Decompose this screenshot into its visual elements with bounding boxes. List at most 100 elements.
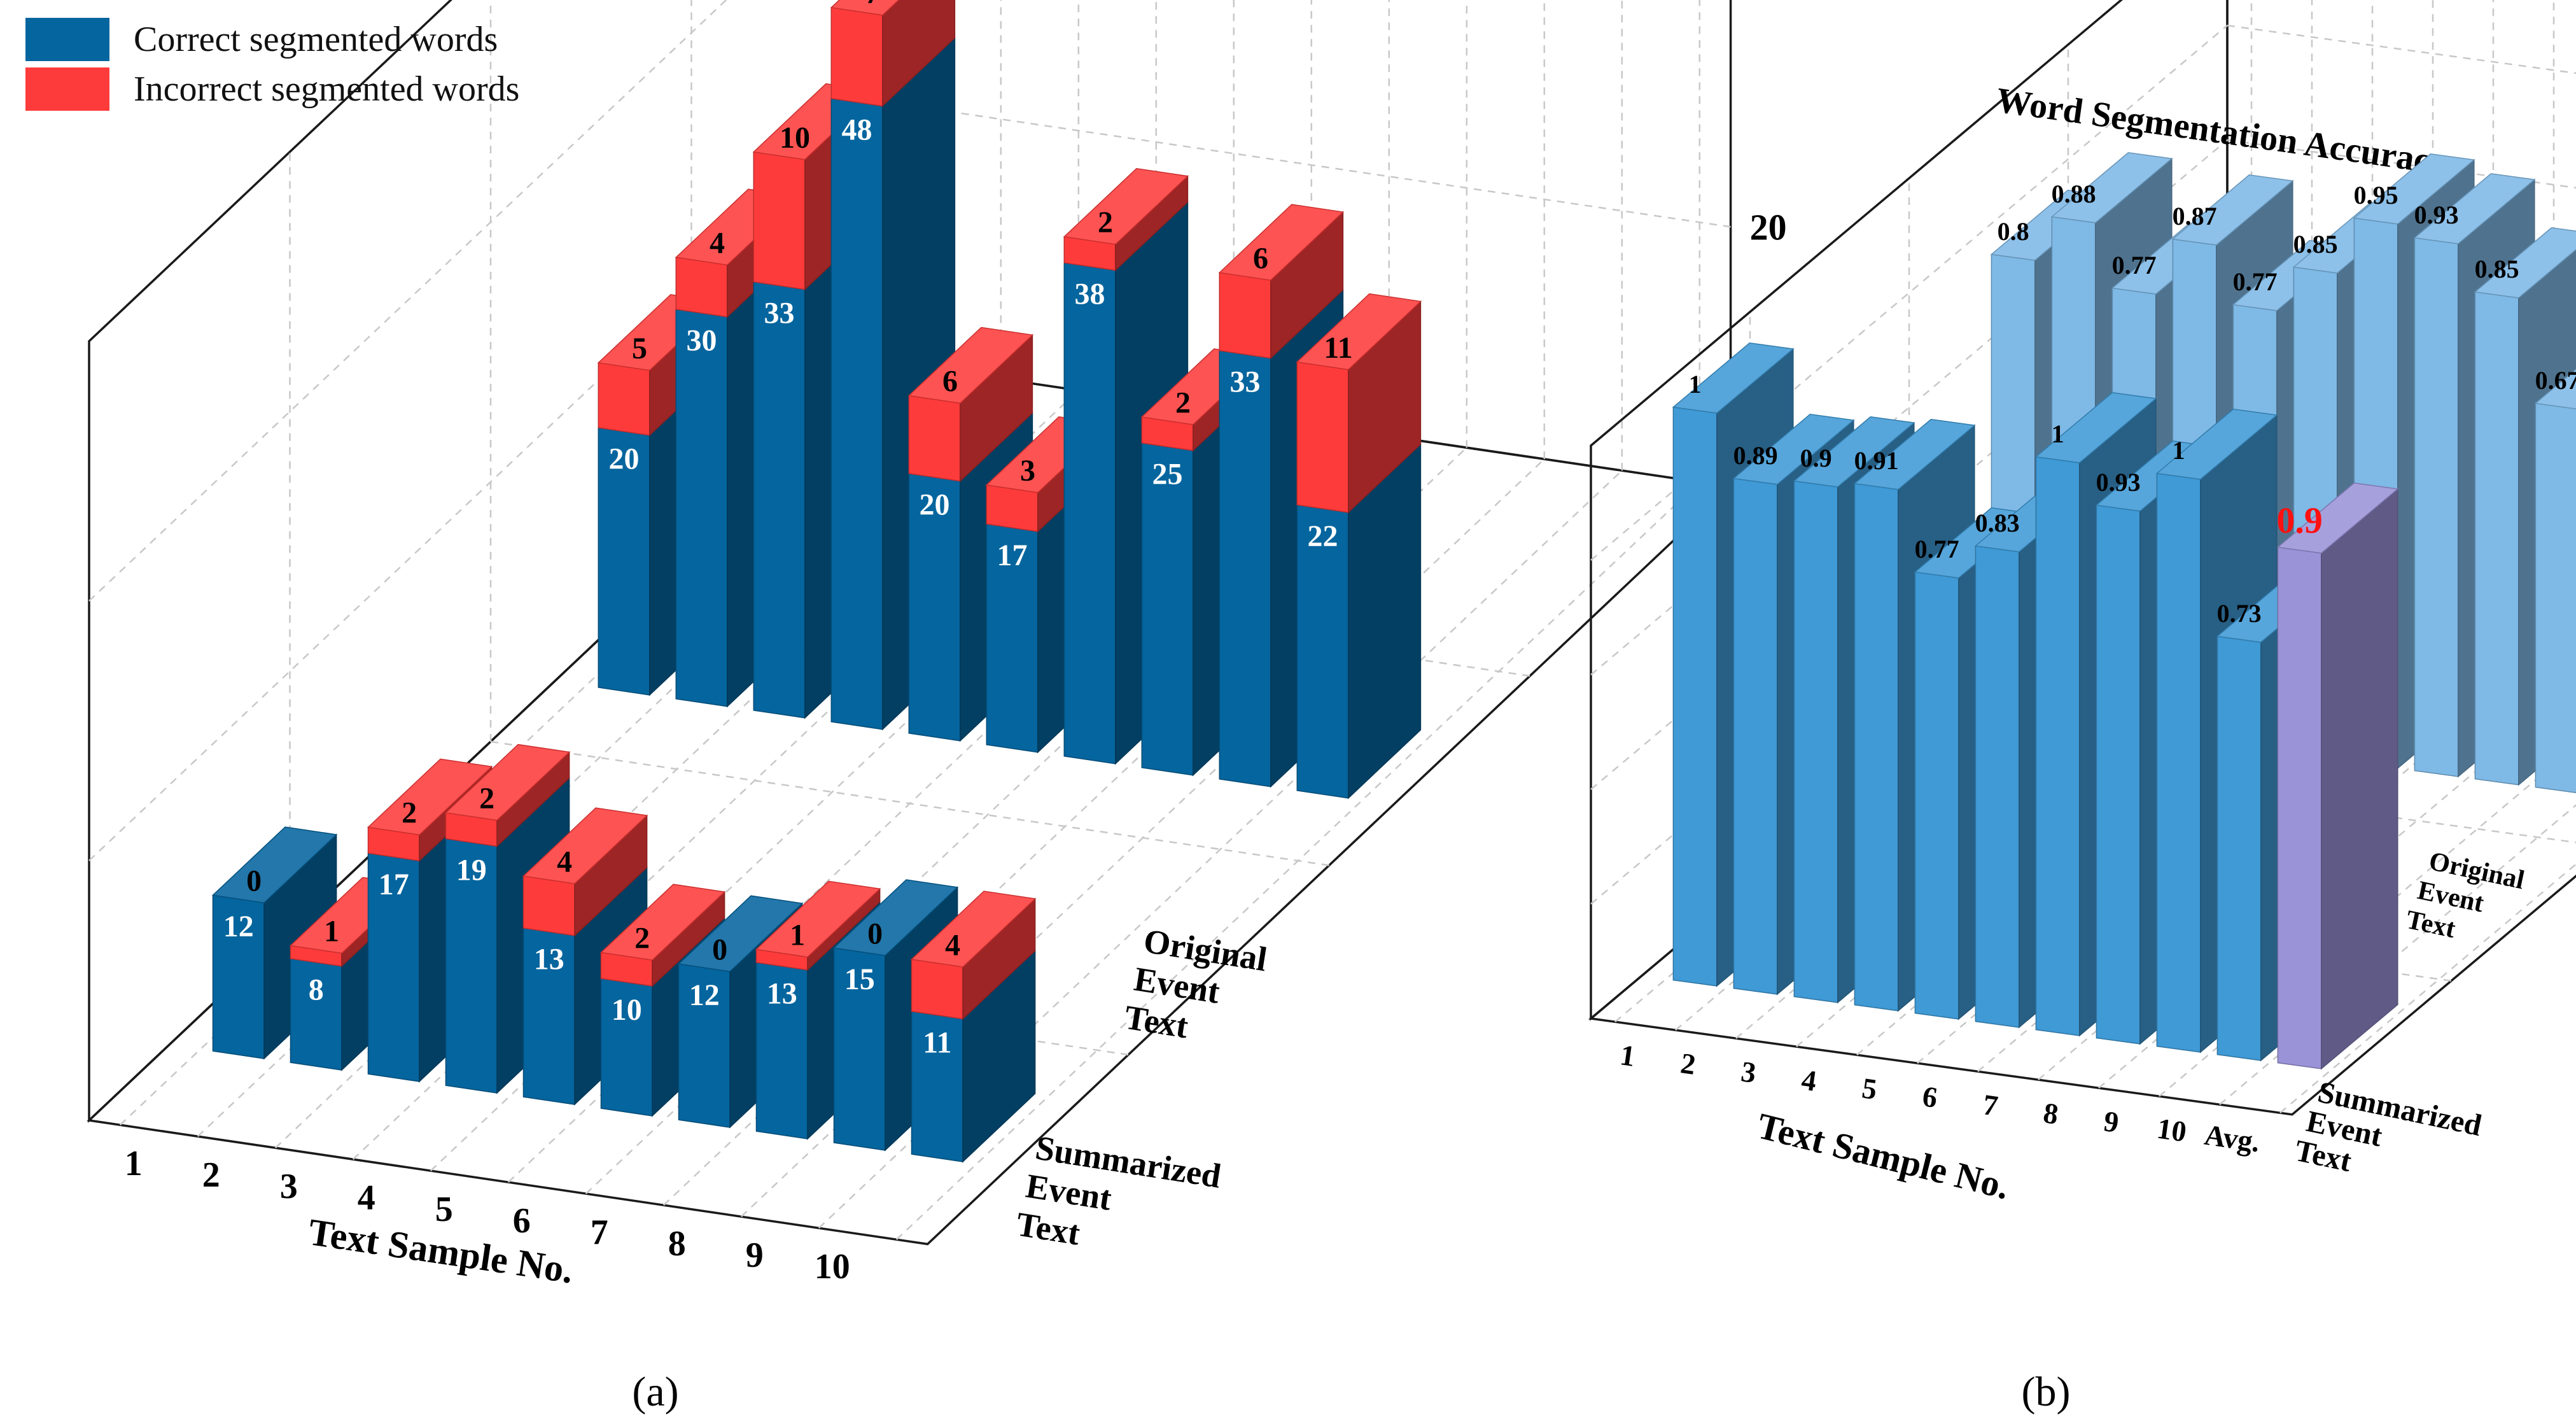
bar-incorrect-front: [753, 151, 806, 290]
bar-incorrect-top: [755, 880, 881, 958]
chart-b-x-tick: 5: [1860, 1071, 1879, 1106]
chart-b-back-gridline: [2227, 139, 2576, 189]
bar-accuracy-label: 0.93: [2096, 468, 2141, 497]
bar-accuracy-label: 1: [1689, 370, 1702, 398]
bar-accuracy-label: 0.87: [2173, 202, 2217, 230]
bar-accuracy-label: 0.73: [2217, 599, 2262, 628]
chart-b: 0.00.20.40.60.81.0Word Segmentation Accu…: [1588, 0, 2576, 1415]
bar-incorrect-label: 6: [942, 365, 958, 398]
chart-a-x-tick: 10: [815, 1247, 850, 1287]
bar-correct-label: 20: [920, 488, 950, 522]
chart-a-wall-gridline: [88, 102, 893, 861]
bar-accuracy-front: [2535, 402, 2576, 794]
bar-incorrect-label: 4: [710, 227, 725, 260]
bar-average: [2276, 483, 2399, 1070]
chart-a-z-tick: 20: [1750, 206, 1787, 248]
bar-accuracy-front: [1672, 406, 1718, 987]
bar-incorrect: [755, 880, 881, 971]
bar-incorrect-label: 1: [324, 915, 339, 948]
bar-incorrect: [907, 327, 1034, 483]
bar-accuracy-front: [1793, 480, 1838, 1003]
bar-accuracy-top: [2034, 392, 2157, 463]
bar-average-label: 0.9: [2276, 500, 2323, 541]
bar-accuracy-top: [1732, 414, 1855, 485]
bar-accuracy-label: 0.9: [1800, 444, 1832, 472]
bar-accuracy-top: [2534, 369, 2576, 410]
bar-accuracy-label: 0.83: [1975, 509, 2020, 537]
bar-correct-label: 10: [612, 993, 642, 1027]
chart-a-x-tick: 5: [435, 1190, 453, 1229]
chart-a-legend: Correct segmented words Incorrect segment…: [25, 18, 519, 111]
bar-accuracy-label: 1: [2052, 419, 2064, 448]
bar-incorrect-top: [367, 758, 493, 836]
bar-accuracy-label: 0.85: [2293, 230, 2338, 258]
bar-accuracy-top: [2474, 227, 2576, 299]
bar-incorrect-label: 2: [634, 922, 650, 955]
bar-accuracy-front: [2096, 504, 2141, 1045]
bar-incorrect-side: [882, 0, 956, 108]
bar-correct-label: 17: [379, 868, 409, 901]
bar-incorrect-front: [1296, 361, 1349, 513]
caption-b: (b): [2022, 1369, 2071, 1415]
bar-incorrect-label: 2: [479, 782, 494, 815]
bar-correct-label: 25: [1152, 458, 1183, 491]
bar-correct-label: 22: [1308, 519, 1338, 553]
bar-incorrect-label: 2: [402, 796, 417, 830]
chart-b-xlabel: Text Sample No.: [1753, 1104, 2013, 1207]
bar-incorrect-label: 3: [1020, 454, 1035, 488]
bar-correct-label: 13: [767, 977, 797, 1011]
bar-correct-label: 20: [609, 442, 640, 476]
bar-accuracy-top: [2353, 153, 2475, 225]
chart-a-x-tick: 3: [280, 1167, 298, 1206]
chart-a-x-tick: 2: [202, 1155, 220, 1195]
bar-correct-front: [753, 281, 806, 719]
bar-accuracy-front: [2156, 472, 2201, 1053]
bar-accuracy-top: [1853, 419, 1976, 490]
bar-accuracy-label: 0.67: [2535, 366, 2576, 395]
bar-incorrect: [830, 0, 956, 108]
bar-correct-label: 48: [842, 113, 872, 147]
bar-accuracy: [2534, 369, 2576, 794]
bar-incorrect-label: 7: [865, 0, 880, 10]
bar-accuracy-label: 0.95: [2354, 181, 2398, 209]
bar-incorrect-top: [522, 807, 648, 884]
bar-correct-label: 33: [1230, 365, 1261, 399]
bar-incorrect: [1218, 204, 1345, 360]
bar-incorrect-label: 0: [867, 917, 883, 950]
bar-incorrect-label: 1: [790, 919, 805, 952]
bar-accuracy-front: [2414, 237, 2459, 777]
bar-incorrect-label: 6: [1253, 242, 1268, 276]
bar-accuracy-label: 0.93: [2414, 201, 2459, 229]
bar-incorrect-label: 0: [712, 933, 727, 967]
chart-b-x-tick: 9: [2102, 1104, 2121, 1139]
bar-incorrect-front: [986, 484, 1039, 532]
bar-incorrect-label: 11: [1324, 331, 1352, 365]
bar-accuracy-label: 0.85: [2475, 255, 2519, 283]
bar-incorrect-front: [598, 362, 650, 436]
bar-accuracy-label: 0.89: [1733, 441, 1778, 470]
bar-accuracy-top: [1793, 416, 1915, 488]
bar-accuracy-top: [2050, 152, 2173, 223]
chart-b-x-tick: 2: [1679, 1047, 1698, 1081]
bar-correct-label: 15: [844, 962, 875, 996]
chart-b-back-gridline: [2227, 24, 2576, 74]
bar-correct-label: 17: [997, 539, 1028, 572]
chart-b-x-tick: 4: [1800, 1063, 1819, 1097]
bar-accuracy-top: [2171, 174, 2294, 246]
bar-incorrect: [599, 884, 726, 987]
bar-accuracy-top: [2155, 409, 2278, 480]
bar-accuracy-label: 0.77: [2233, 267, 2278, 296]
legend-label: Correct segmented words: [134, 20, 498, 59]
bar-incorrect-front: [1219, 272, 1271, 359]
bar-incorrect: [1296, 293, 1422, 514]
bar-incorrect-top: [830, 0, 900, 16]
chart-a-back-gridline: [892, 102, 1731, 228]
bar-correct-label: 30: [687, 324, 717, 358]
bar-average-side: [2321, 488, 2398, 1070]
bar-accuracy-top: [2413, 173, 2536, 244]
bar-average-front: [2277, 546, 2322, 1069]
chart-b-x-tick: 3: [1739, 1055, 1758, 1089]
bar-incorrect-top: [907, 327, 1034, 404]
bar-correct: [1296, 443, 1422, 800]
